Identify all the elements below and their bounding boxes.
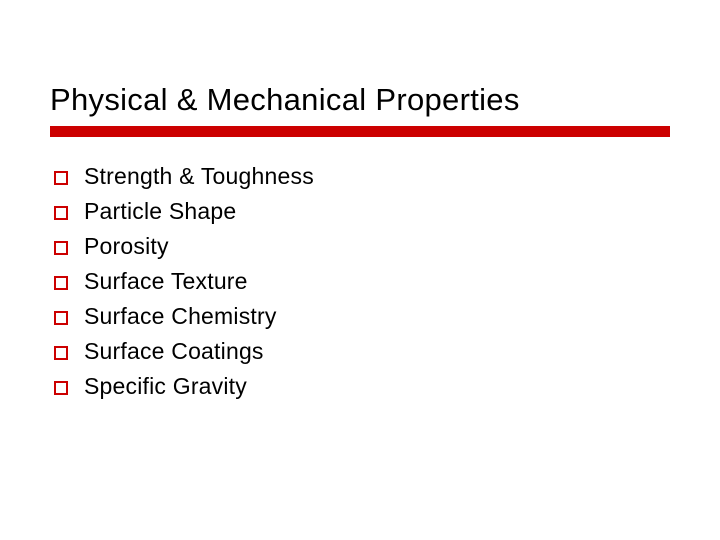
- list-item: Porosity: [54, 233, 670, 260]
- list-item-label: Surface Coatings: [84, 338, 264, 365]
- square-bullet-icon: [54, 381, 68, 395]
- list-item: Specific Gravity: [54, 373, 670, 400]
- list-item-label: Strength & Toughness: [84, 163, 314, 190]
- list-item-label: Specific Gravity: [84, 373, 247, 400]
- list-item: Surface Chemistry: [54, 303, 670, 330]
- list-item: Particle Shape: [54, 198, 670, 225]
- square-bullet-icon: [54, 206, 68, 220]
- square-bullet-icon: [54, 311, 68, 325]
- accent-bar: [50, 126, 670, 137]
- title-block: Physical & Mechanical Properties: [50, 82, 670, 137]
- list-item: Surface Texture: [54, 268, 670, 295]
- bullet-list: Strength & Toughness Particle Shape Poro…: [50, 163, 670, 400]
- list-item: Strength & Toughness: [54, 163, 670, 190]
- square-bullet-icon: [54, 276, 68, 290]
- page-title: Physical & Mechanical Properties: [50, 82, 670, 118]
- list-item-label: Particle Shape: [84, 198, 236, 225]
- list-item-label: Surface Texture: [84, 268, 248, 295]
- square-bullet-icon: [54, 241, 68, 255]
- square-bullet-icon: [54, 171, 68, 185]
- square-bullet-icon: [54, 346, 68, 360]
- slide-container: Physical & Mechanical Properties Strengt…: [0, 0, 720, 540]
- list-item: Surface Coatings: [54, 338, 670, 365]
- list-item-label: Porosity: [84, 233, 169, 260]
- list-item-label: Surface Chemistry: [84, 303, 277, 330]
